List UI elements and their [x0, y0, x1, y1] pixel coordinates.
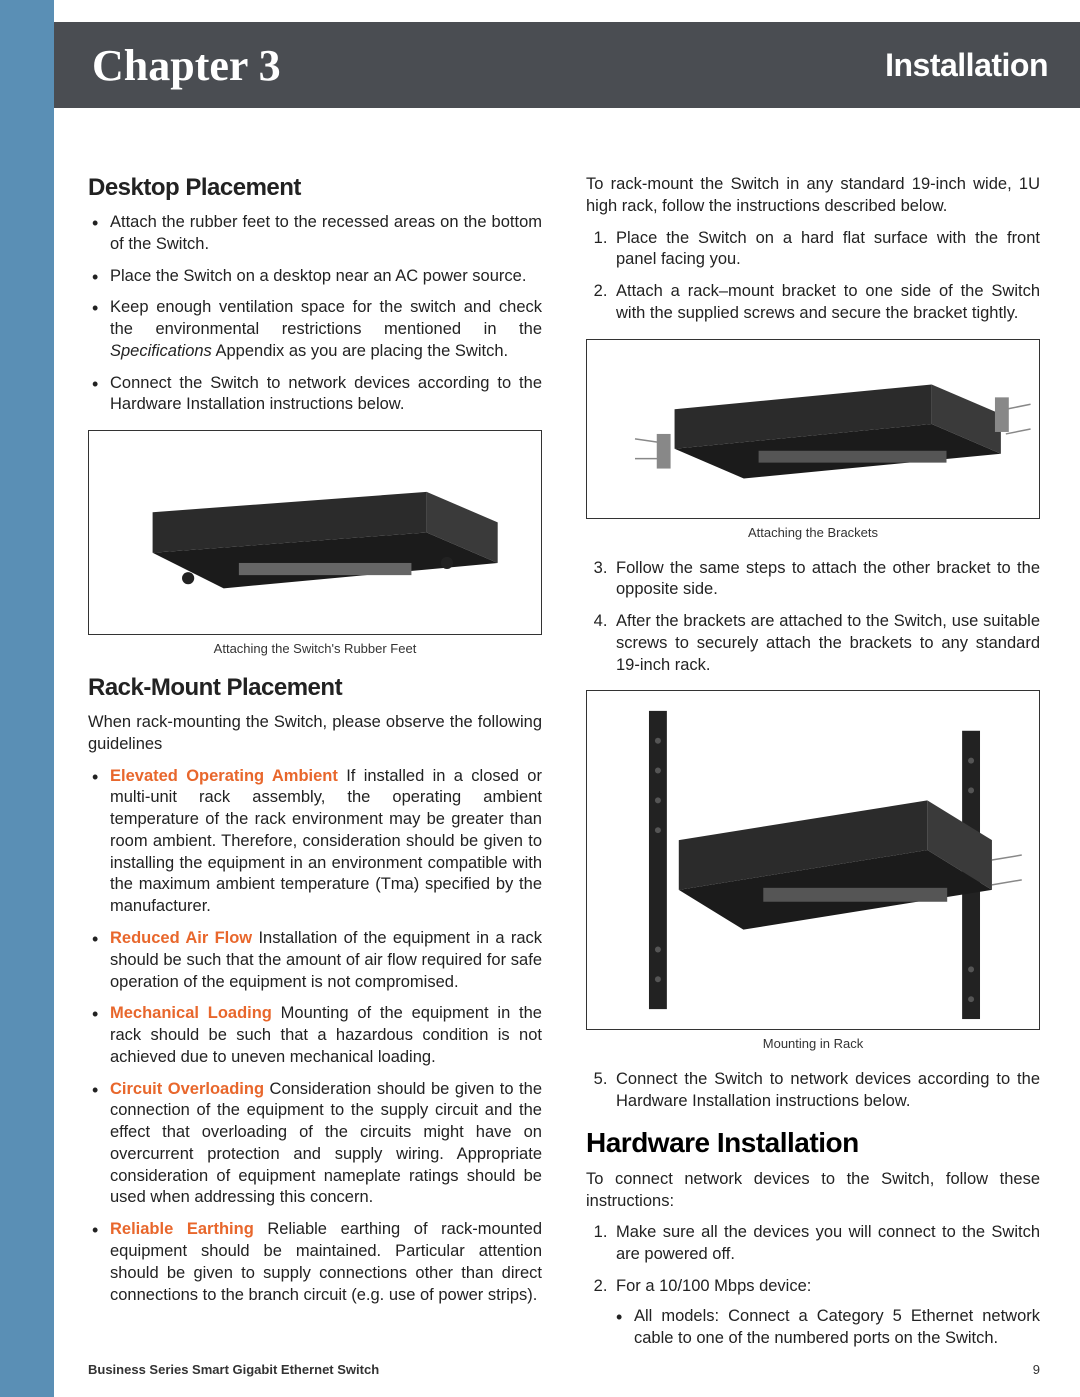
switch-illustration-icon: [89, 431, 541, 634]
footer-title: Business Series Smart Gigabit Ethernet S…: [88, 1362, 379, 1377]
heading-desktop-placement: Desktop Placement: [88, 174, 542, 202]
list-item: Attach a rack–mount bracket to one side …: [612, 281, 1040, 325]
figure-caption: Attaching the Switch's Rubber Feet: [88, 641, 542, 656]
list-item: Circuit Overloading Consideration should…: [110, 1079, 542, 1210]
right-column: To rack-mount the Switch in any standard…: [586, 174, 1040, 1363]
rack-illustration-icon: [587, 691, 1039, 1029]
rack-guidelines-list: Elevated Operating Ambient If installed …: [88, 766, 542, 1307]
section-title: Installation: [885, 47, 1048, 84]
rack-steps-a: Place the Switch on a hard flat surface …: [586, 228, 1040, 325]
list-item: Follow the same steps to attach the othe…: [612, 558, 1040, 602]
list-item: Elevated Operating Ambient If installed …: [110, 766, 542, 918]
desktop-bullet-list: Attach the rubber feet to the recessed a…: [88, 212, 542, 416]
page-content: Desktop Placement Attach the rubber feet…: [88, 174, 1040, 1363]
hardware-steps: Make sure all the devices you will conne…: [586, 1222, 1040, 1297]
list-item: For a 10/100 Mbps device:: [612, 1276, 1040, 1298]
left-column: Desktop Placement Attach the rubber feet…: [88, 174, 542, 1363]
list-item: Attach the rubber feet to the recessed a…: [110, 212, 542, 256]
rack-intro-text: When rack-mounting the Switch, please ob…: [88, 712, 542, 756]
rack-mount-intro: To rack-mount the Switch in any standard…: [586, 174, 1040, 218]
list-item: All models: Connect a Category 5 Etherne…: [634, 1306, 1040, 1350]
hardware-intro: To connect network devices to the Switch…: [586, 1169, 1040, 1213]
list-item: Mechanical Loading Mounting of the equip…: [110, 1003, 542, 1068]
figure-rubber-feet: [88, 430, 542, 635]
list-item: After the brackets are attached to the S…: [612, 611, 1040, 676]
chapter-number: Chapter 3: [92, 40, 281, 91]
chapter-header: Chapter 3 Installation: [54, 22, 1080, 108]
figure-caption: Mounting in Rack: [586, 1036, 1040, 1051]
list-item: Reduced Air Flow Installation of the equ…: [110, 928, 542, 993]
hardware-sublist: All models: Connect a Category 5 Etherne…: [586, 1306, 1040, 1350]
list-item: Reliable Earthing Reliable earthing of r…: [110, 1219, 542, 1306]
page-number: 9: [1033, 1362, 1040, 1377]
rack-steps-b: Follow the same steps to attach the othe…: [586, 558, 1040, 677]
list-item: Place the Switch on a desktop near an AC…: [110, 266, 542, 288]
list-item: Connect the Switch to network devices ac…: [612, 1069, 1040, 1113]
list-item: Connect the Switch to network devices ac…: [110, 373, 542, 417]
figure-caption: Attaching the Brackets: [586, 525, 1040, 540]
list-item: Place the Switch on a hard flat surface …: [612, 228, 1040, 272]
heading-rack-mount: Rack-Mount Placement: [88, 674, 542, 702]
figure-rack-mount: [586, 690, 1040, 1030]
page-footer: Business Series Smart Gigabit Ethernet S…: [88, 1362, 1040, 1377]
figure-brackets: [586, 339, 1040, 519]
list-item: Make sure all the devices you will conne…: [612, 1222, 1040, 1266]
heading-hardware-installation: Hardware Installation: [586, 1127, 1040, 1159]
bracket-illustration-icon: [587, 340, 1039, 518]
left-accent-bar: [0, 0, 54, 1397]
rack-steps-c: Connect the Switch to network devices ac…: [586, 1069, 1040, 1113]
list-item: Keep enough ventilation space for the sw…: [110, 297, 542, 362]
